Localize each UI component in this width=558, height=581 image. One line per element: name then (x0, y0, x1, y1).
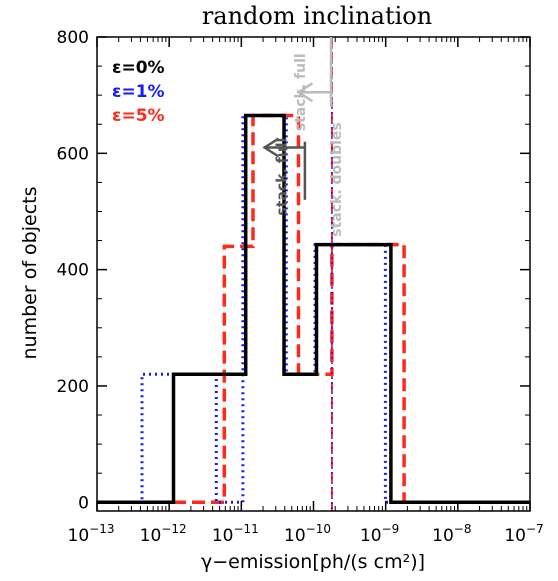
y-tick-label: 600 (57, 144, 89, 164)
y-axis-label-group: number of objects (19, 187, 41, 360)
legend-entry-eps5: ε=5% (112, 106, 165, 126)
y-tick-label: 0 (78, 493, 89, 513)
y-tick-label: 200 (57, 377, 89, 397)
x-tick-label: 10−12 (140, 522, 187, 546)
y-tick-label: 800 (57, 28, 89, 48)
annotation-label: stack. full (293, 53, 309, 131)
x-tick-labels: 10−13 10−12 10−11 10−10 10−9 10−8 10−7 (68, 522, 544, 546)
y-axis-label: number of objects (19, 187, 41, 360)
legend-entry-eps1: ε=1% (112, 82, 165, 102)
annotation-label: stack. full (274, 138, 290, 216)
y-tick-label: 400 (57, 261, 89, 281)
x-axis-label: γ−emission[ph/(s cm²)] (201, 551, 425, 573)
x-tick-label: 10−13 (68, 522, 115, 546)
axes-frame (96, 36, 531, 512)
annotation-label: stack. doubles (329, 122, 345, 237)
series-eps5 (97, 113, 530, 505)
histogram-series-group (97, 37, 530, 511)
x-tick-label: 10−9 (360, 522, 399, 546)
x-tick-label: 10−8 (432, 522, 471, 546)
y-tick-labels: 0 200 400 600 800 (57, 28, 89, 513)
annotation-arrowhead (296, 82, 314, 103)
series-eps0 (97, 113, 530, 505)
legend: ε=0% ε=1% ε=5% (112, 58, 165, 126)
chart-title: random inclination (202, 2, 432, 30)
x-tick-label: 10−7 (504, 522, 543, 546)
x-tick-label: 10−11 (212, 522, 259, 546)
annotation-arrowhead (262, 137, 280, 158)
series-eps1 (97, 114, 530, 504)
legend-entry-eps0: ε=0% (112, 58, 165, 78)
x-tick-label: 10−10 (284, 522, 331, 546)
